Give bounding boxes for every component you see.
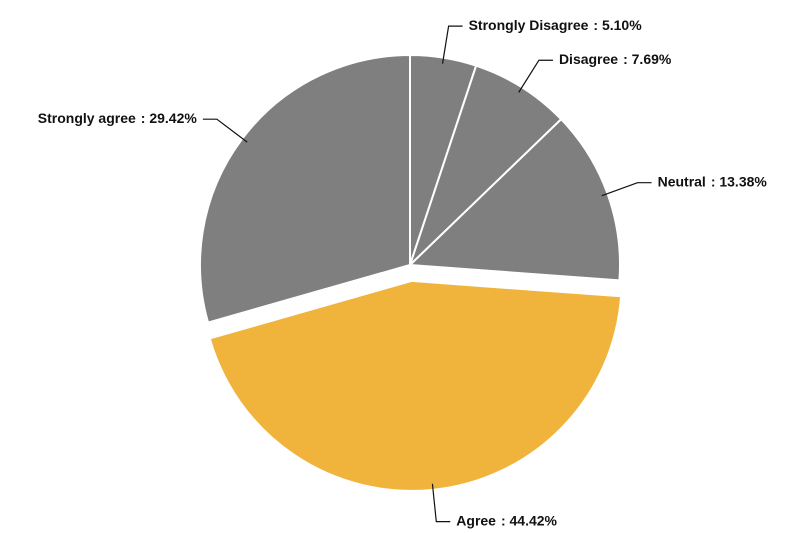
pie-slice bbox=[208, 279, 623, 492]
leader-line bbox=[441, 25, 463, 64]
leader-line bbox=[518, 59, 553, 93]
slice-name: Agree bbox=[456, 512, 496, 528]
leader-line bbox=[202, 118, 248, 143]
slice-value: : 5.10% bbox=[593, 17, 642, 33]
slice-label: Strongly agree : 29.42% bbox=[38, 110, 198, 126]
leader-line bbox=[601, 182, 652, 197]
slice-label: Agree : 44.42% bbox=[456, 512, 557, 528]
slice-value: : 13.38% bbox=[711, 173, 768, 189]
slice-value: : 7.69% bbox=[623, 51, 672, 67]
slice-name: Strongly Disagree bbox=[469, 17, 589, 33]
slice-value: : 44.42% bbox=[501, 512, 558, 528]
slice-label: Neutral : 13.38% bbox=[658, 173, 768, 189]
slice-name: Strongly agree bbox=[38, 110, 136, 126]
slice-label: Strongly Disagree: 5.10% bbox=[469, 17, 643, 33]
slice-label: Disagree : 7.69% bbox=[559, 51, 672, 67]
pie-slice bbox=[199, 53, 411, 324]
leader-line bbox=[431, 483, 451, 523]
slice-value: : 29.42% bbox=[141, 110, 198, 126]
slice-name: Disagree bbox=[559, 51, 618, 67]
slice-name: Neutral bbox=[658, 173, 706, 189]
